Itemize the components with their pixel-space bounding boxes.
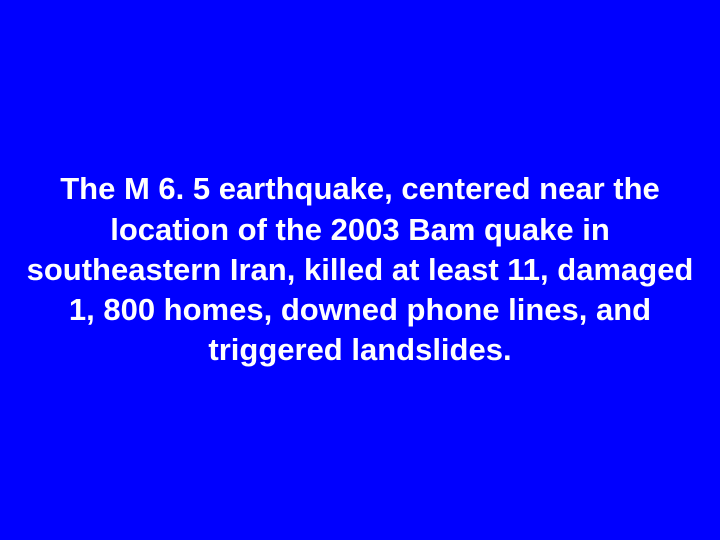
slide-body-text: The M 6. 5 earthquake, centered near the… [24, 169, 696, 370]
slide-container: The M 6. 5 earthquake, centered near the… [0, 0, 720, 540]
